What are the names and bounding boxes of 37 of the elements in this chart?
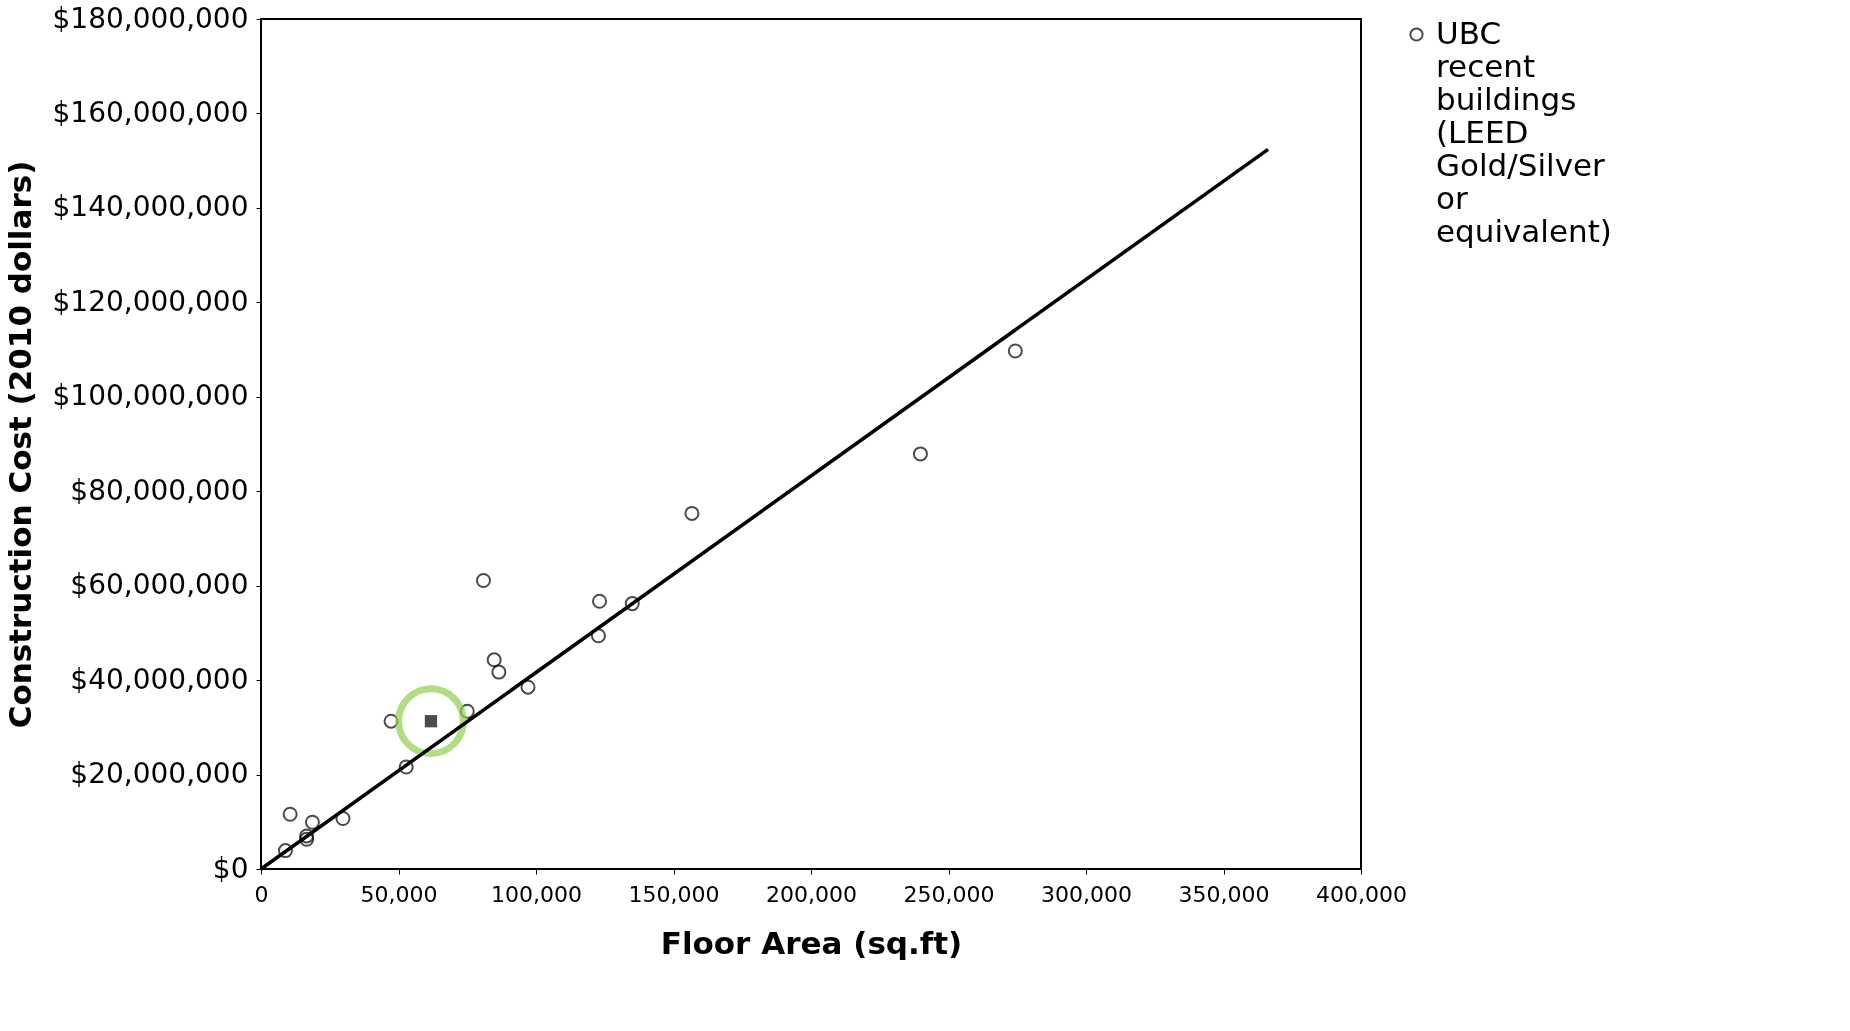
- point: [491, 664, 507, 680]
- y-tick-label: $80,000,000: [70, 473, 249, 507]
- point: [684, 505, 700, 521]
- x-tick-label: 100,000: [491, 881, 582, 907]
- y-tick-label: $100,000,000: [52, 379, 249, 413]
- y-tick-label: $140,000,000: [52, 190, 249, 224]
- y-tick-label: $120,000,000: [52, 284, 249, 318]
- point: [624, 596, 640, 612]
- point: [590, 628, 606, 644]
- x-tick-label: 0: [254, 881, 269, 907]
- x-tick-label: 350,000: [1178, 881, 1270, 907]
- point: [277, 843, 293, 859]
- legend-label: UBC recent buildings (LEED Gold/Silver or equivalent): [1436, 14, 1612, 249]
- y-tick-label: $40,000,000: [70, 662, 249, 696]
- point: [912, 446, 928, 462]
- x-tick-label: 250,000: [903, 881, 995, 907]
- point: [1007, 343, 1023, 359]
- x-axis-title: Floor Area (sq.ft): [660, 924, 963, 961]
- point: [520, 679, 536, 695]
- point: [282, 806, 298, 822]
- point: [475, 572, 491, 588]
- x-tick-label: 50,000: [360, 881, 438, 907]
- point: [398, 759, 414, 775]
- point: [304, 814, 320, 830]
- y-tick-label: $60,000,000: [70, 568, 249, 602]
- x-tick-label: 200,000: [766, 881, 857, 907]
- point: [335, 810, 351, 826]
- y-tick-label: $0: [212, 851, 249, 885]
- point: [592, 593, 608, 609]
- y-axis-title: Construction Cost (2010 dollars): [1, 160, 38, 729]
- x-tick-label: 300,000: [1041, 881, 1132, 907]
- y-tick-label: $160,000,000: [52, 95, 249, 129]
- x-tick-label: 400,000: [1316, 881, 1407, 907]
- y-tick-label: $20,000,000: [70, 757, 249, 791]
- y-tick-label: $180,000,000: [52, 1, 249, 35]
- x-tick-label: 150,000: [628, 881, 720, 907]
- point: [486, 652, 502, 668]
